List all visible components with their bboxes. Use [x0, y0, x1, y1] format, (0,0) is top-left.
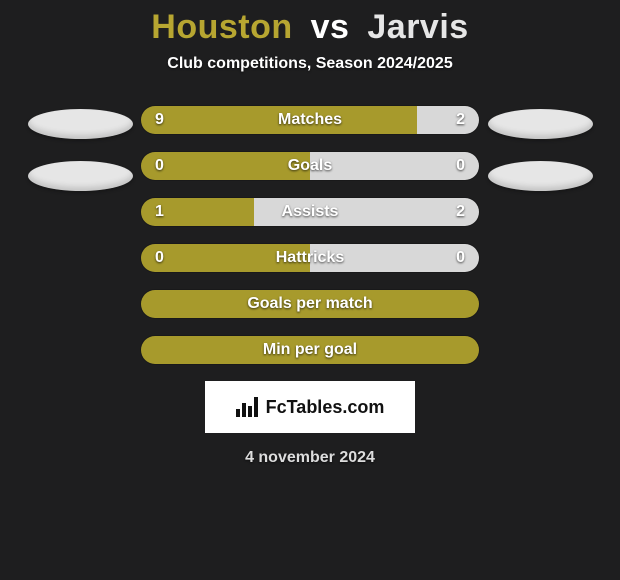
stat-row-min-per-goal: Min per goal: [140, 335, 480, 365]
branding-badge: FcTables.com: [205, 381, 415, 433]
bar-right: [417, 106, 479, 134]
avatar-player1-b: [28, 161, 133, 191]
date-text: 4 november 2024: [245, 449, 375, 467]
stats-area: 92Matches 00Goals 12Assists 00Hattricks Goal…: [0, 105, 620, 365]
stat-row-assists: 12Assists: [140, 197, 480, 227]
stat-row-matches: 92Matches: [140, 105, 480, 135]
avatar-player1-a: [28, 109, 133, 139]
bar-right: [254, 198, 479, 226]
avatar-col-left: [20, 105, 140, 365]
bar-left: [141, 244, 310, 272]
bar-left: [141, 152, 310, 180]
bar-right: [310, 244, 479, 272]
stat-row-goals: 00Goals: [140, 151, 480, 181]
stat-row-goals-per-match: Goals per match: [140, 289, 480, 319]
avatar-col-right: [480, 105, 600, 365]
bar-left: [141, 106, 417, 134]
avatar-player2-a: [488, 109, 593, 139]
bar-left: [141, 290, 479, 318]
branding-text: FcTables.com: [266, 397, 385, 418]
title-player1: Houston: [151, 8, 292, 46]
subtitle: Club competitions, Season 2024/2025: [167, 55, 452, 73]
comparison-card: Houston vs Jarvis Club competitions, Sea…: [0, 0, 620, 580]
bar-left: [141, 336, 479, 364]
bar-left: [141, 198, 254, 226]
bars-icon: [236, 397, 260, 417]
avatar-player2-b: [488, 161, 593, 191]
title-vs: vs: [311, 8, 350, 46]
stat-row-hattricks: 00Hattricks: [140, 243, 480, 273]
page-title: Houston vs Jarvis: [151, 8, 468, 47]
bar-right: [310, 152, 479, 180]
bars-column: 92Matches 00Goals 12Assists 00Hattricks Goal…: [140, 105, 480, 365]
title-player2: Jarvis: [367, 8, 468, 46]
